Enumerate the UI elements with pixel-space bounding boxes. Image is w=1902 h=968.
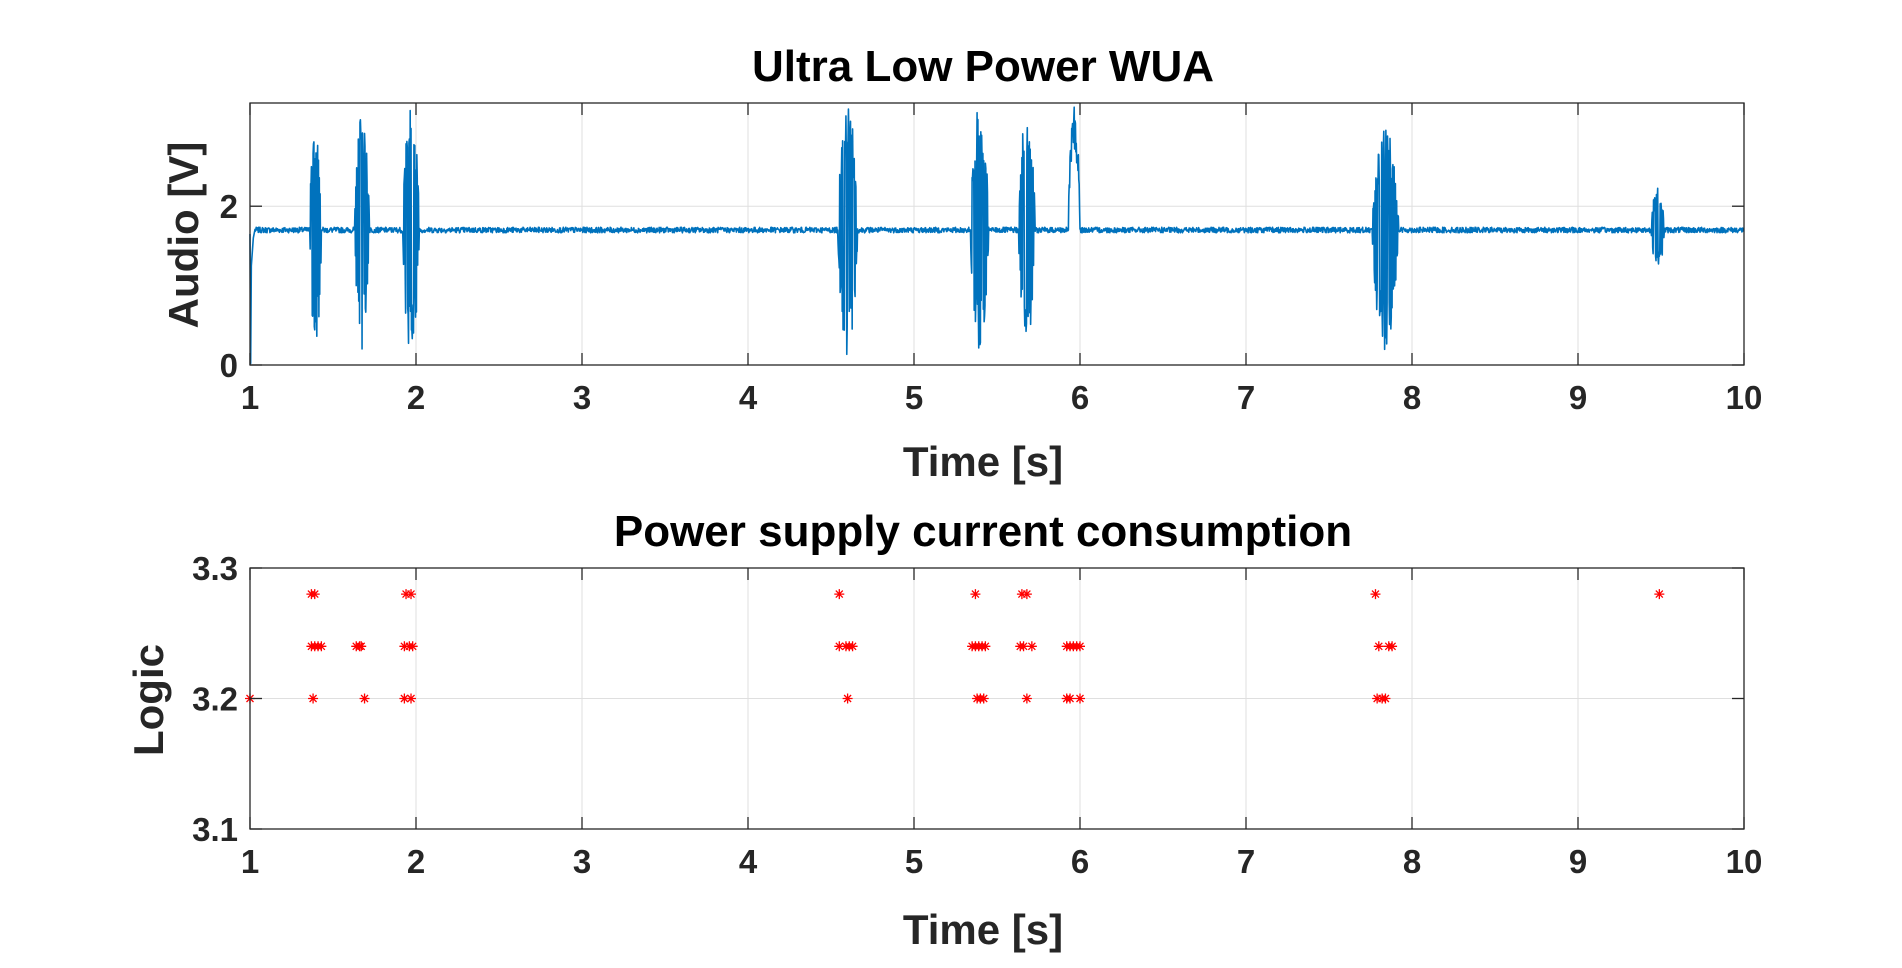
power-marker bbox=[1075, 641, 1085, 652]
audio-plot-y-label: Audio [V] bbox=[160, 142, 207, 329]
audio-x-tick-label: 2 bbox=[407, 379, 425, 416]
power-marker bbox=[407, 641, 418, 652]
power-x-tick-label: 6 bbox=[1071, 843, 1089, 880]
audio-y-tick-label: 0 bbox=[220, 347, 238, 384]
audio-x-tick-label: 1 bbox=[241, 379, 259, 416]
audio-x-tick-label: 7 bbox=[1237, 379, 1255, 416]
audio-plot-title: Ultra Low Power WUA bbox=[752, 42, 1214, 91]
power-markers bbox=[245, 589, 1665, 704]
power-marker bbox=[1373, 641, 1384, 652]
power-marker bbox=[1065, 693, 1076, 704]
power-x-tick-label: 2 bbox=[407, 843, 425, 880]
power-x-tick-label: 9 bbox=[1569, 843, 1587, 880]
audio-plot: Ultra Low Power WUA Time [s] Audio [V] 1… bbox=[160, 42, 1762, 485]
audio-series-line bbox=[249, 106, 1745, 365]
power-y-tick-label: 3.3 bbox=[192, 550, 238, 587]
power-plot-ticks: 1 2 3 4 5 6 7 8 9 10 3.1 3.2 3.3 bbox=[192, 550, 1762, 880]
power-y-tick-label: 3.2 bbox=[192, 681, 238, 718]
power-marker bbox=[842, 693, 853, 704]
power-marker bbox=[309, 589, 320, 600]
power-marker bbox=[1018, 641, 1029, 652]
audio-plot-x-label: Time [s] bbox=[903, 438, 1063, 485]
power-marker bbox=[359, 693, 370, 704]
power-marker bbox=[399, 693, 410, 704]
power-marker bbox=[308, 693, 319, 704]
audio-x-tick-label: 3 bbox=[573, 379, 591, 416]
power-x-tick-label: 10 bbox=[1726, 843, 1763, 880]
power-plot-y-label: Logic bbox=[125, 644, 172, 756]
power-marker bbox=[1075, 693, 1085, 704]
power-plot: Power supply current consumption Time [s… bbox=[125, 507, 1762, 953]
audio-x-tick-label: 8 bbox=[1403, 379, 1421, 416]
audio-x-tick-label: 9 bbox=[1569, 379, 1587, 416]
power-marker bbox=[1370, 589, 1381, 600]
power-plot-x-label: Time [s] bbox=[903, 906, 1063, 953]
audio-x-tick-label: 6 bbox=[1071, 379, 1089, 416]
power-marker bbox=[356, 641, 367, 652]
power-marker bbox=[1654, 589, 1665, 600]
power-marker bbox=[847, 641, 858, 652]
audio-x-tick-label: 4 bbox=[739, 379, 758, 416]
power-x-tick-label: 3 bbox=[573, 843, 591, 880]
power-marker bbox=[1021, 693, 1032, 704]
audio-x-tick-label: 10 bbox=[1726, 379, 1763, 416]
power-marker bbox=[1026, 641, 1037, 652]
power-y-tick-label: 3.1 bbox=[192, 811, 238, 848]
power-marker bbox=[406, 693, 417, 704]
power-x-tick-label: 5 bbox=[905, 843, 923, 880]
power-marker bbox=[1380, 693, 1391, 704]
audio-waveform bbox=[249, 106, 1745, 365]
power-x-tick-label: 4 bbox=[739, 843, 758, 880]
power-x-tick-label: 1 bbox=[241, 843, 259, 880]
audio-y-tick-label: 2 bbox=[220, 188, 238, 225]
power-x-tick-label: 7 bbox=[1237, 843, 1255, 880]
power-x-tick-label: 8 bbox=[1403, 843, 1421, 880]
power-marker bbox=[406, 589, 417, 600]
power-plot-title: Power supply current consumption bbox=[614, 507, 1352, 556]
power-marker bbox=[970, 589, 981, 600]
power-marker bbox=[316, 641, 327, 652]
power-marker bbox=[1021, 589, 1032, 600]
power-marker bbox=[834, 589, 845, 600]
power-marker bbox=[834, 641, 845, 652]
power-plot-frame bbox=[249, 567, 1745, 830]
power-marker bbox=[978, 693, 989, 704]
power-marker bbox=[980, 641, 991, 652]
audio-x-tick-label: 5 bbox=[905, 379, 923, 416]
power-marker bbox=[1387, 641, 1398, 652]
audio-plot-frame bbox=[249, 102, 1745, 366]
audio-plot-ticks: 1 2 3 4 5 6 7 8 9 10 0 2 bbox=[220, 103, 1763, 416]
